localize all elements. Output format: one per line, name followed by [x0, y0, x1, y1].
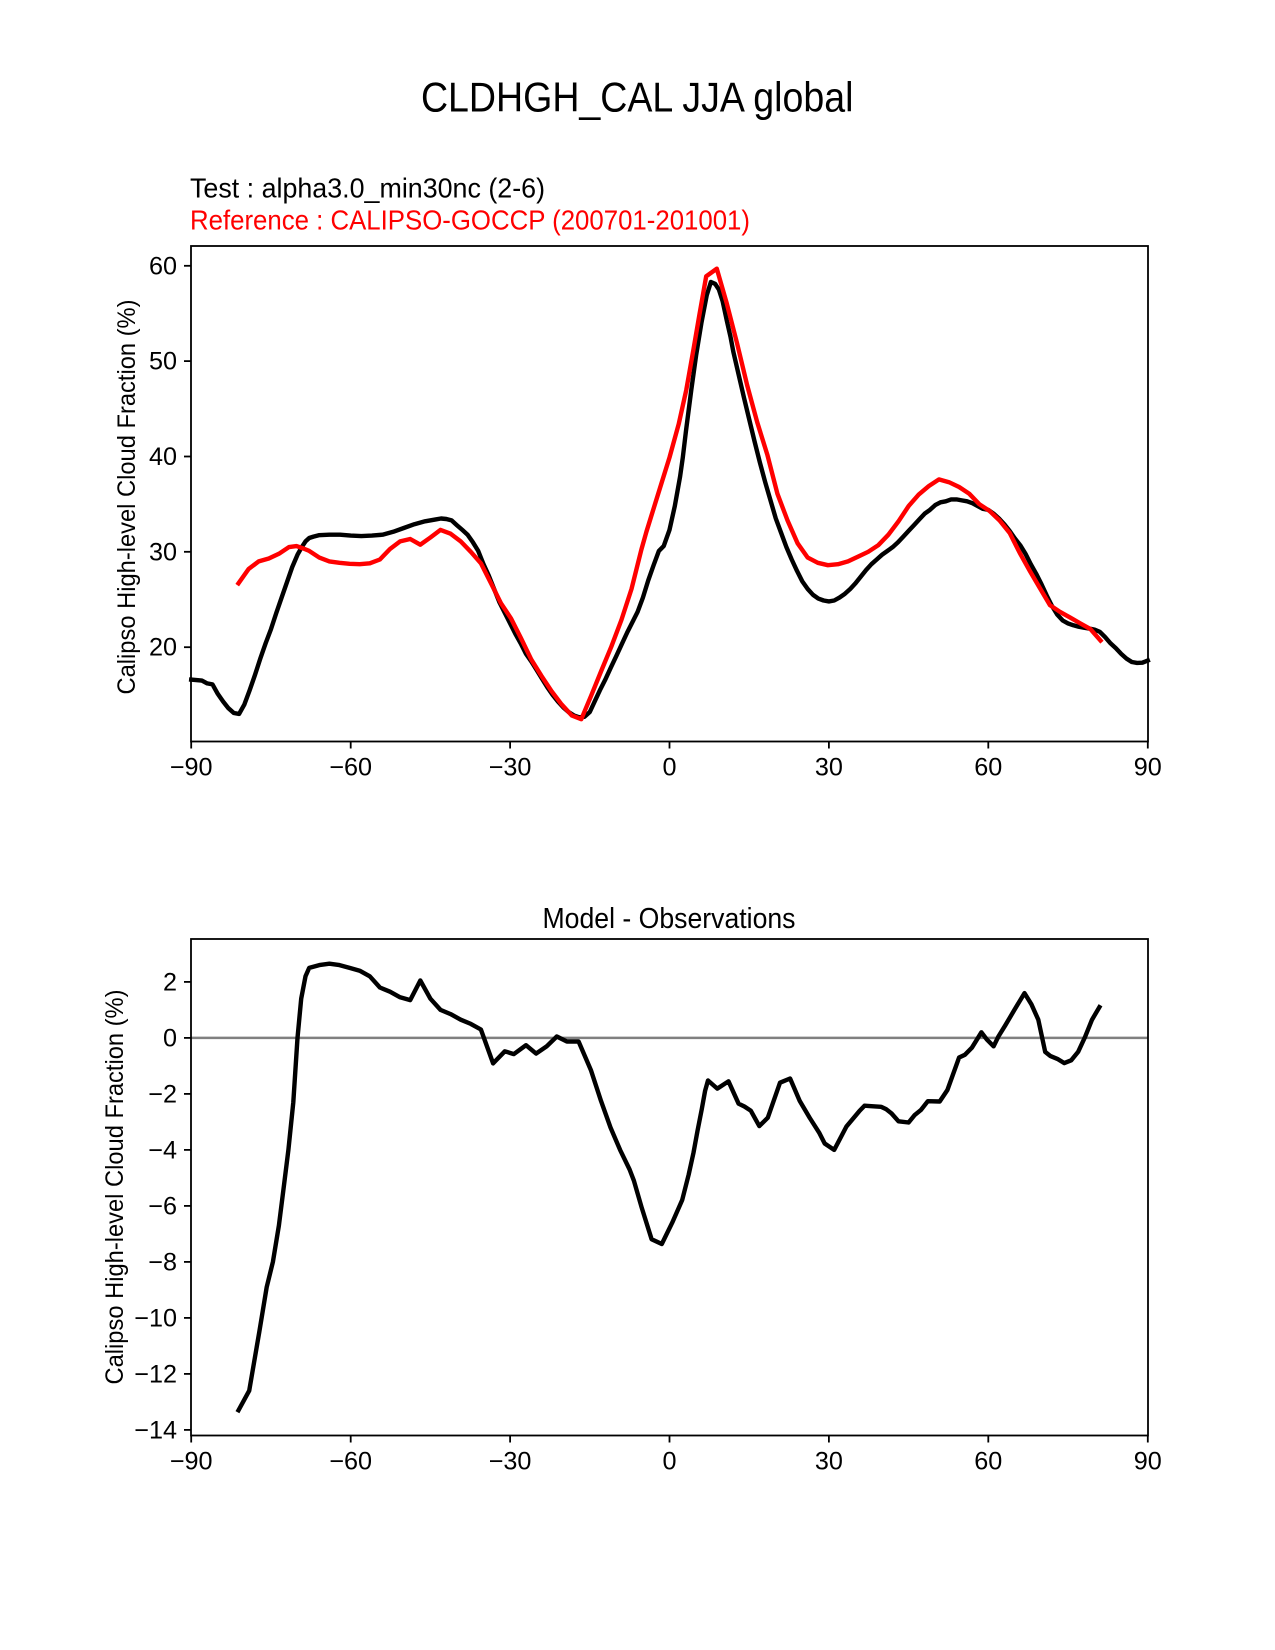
svg-text:30: 30 — [815, 1448, 843, 1476]
svg-text:60: 60 — [974, 1448, 1002, 1476]
svg-text:20: 20 — [149, 634, 177, 662]
svg-text:−12: −12 — [134, 1360, 177, 1388]
svg-text:50: 50 — [149, 348, 177, 376]
svg-text:40: 40 — [149, 443, 177, 471]
svg-text:60: 60 — [149, 252, 177, 280]
svg-text:−30: −30 — [489, 754, 532, 782]
svg-text:90: 90 — [1134, 1448, 1162, 1476]
svg-text:0: 0 — [163, 1024, 177, 1052]
svg-text:0: 0 — [662, 754, 676, 782]
svg-text:30: 30 — [815, 754, 843, 782]
svg-text:−2: −2 — [148, 1080, 177, 1108]
svg-text:−14: −14 — [134, 1416, 177, 1444]
svg-text:−8: −8 — [148, 1248, 177, 1276]
svg-text:Calipso High-level Cloud Fract: Calipso High-level Cloud Fraction (%) — [113, 300, 141, 695]
svg-text:Calipso High-level Cloud Fract: Calipso High-level Cloud Fraction (%) — [101, 990, 129, 1385]
svg-text:−60: −60 — [329, 1448, 372, 1476]
svg-text:90: 90 — [1134, 754, 1162, 782]
svg-text:Reference : CALIPSO-GOCCP (200: Reference : CALIPSO-GOCCP (200701-201001… — [190, 205, 750, 236]
svg-text:−6: −6 — [148, 1192, 177, 1220]
svg-text:2: 2 — [163, 968, 177, 996]
svg-text:−10: −10 — [134, 1304, 177, 1332]
svg-text:−60: −60 — [329, 754, 372, 782]
svg-text:−90: −90 — [170, 1448, 213, 1476]
svg-text:−4: −4 — [148, 1136, 177, 1164]
svg-text:CLDHGH_CAL JJA global: CLDHGH_CAL JJA global — [421, 73, 854, 120]
svg-text:−30: −30 — [489, 1448, 532, 1476]
svg-text:60: 60 — [974, 754, 1002, 782]
svg-text:Test : alpha3.0_min30nc (2-6): Test : alpha3.0_min30nc (2-6) — [190, 172, 545, 203]
svg-text:0: 0 — [662, 1448, 676, 1476]
svg-text:30: 30 — [149, 538, 177, 566]
svg-text:Model - Observations: Model - Observations — [543, 903, 796, 935]
svg-text:−90: −90 — [170, 754, 213, 782]
